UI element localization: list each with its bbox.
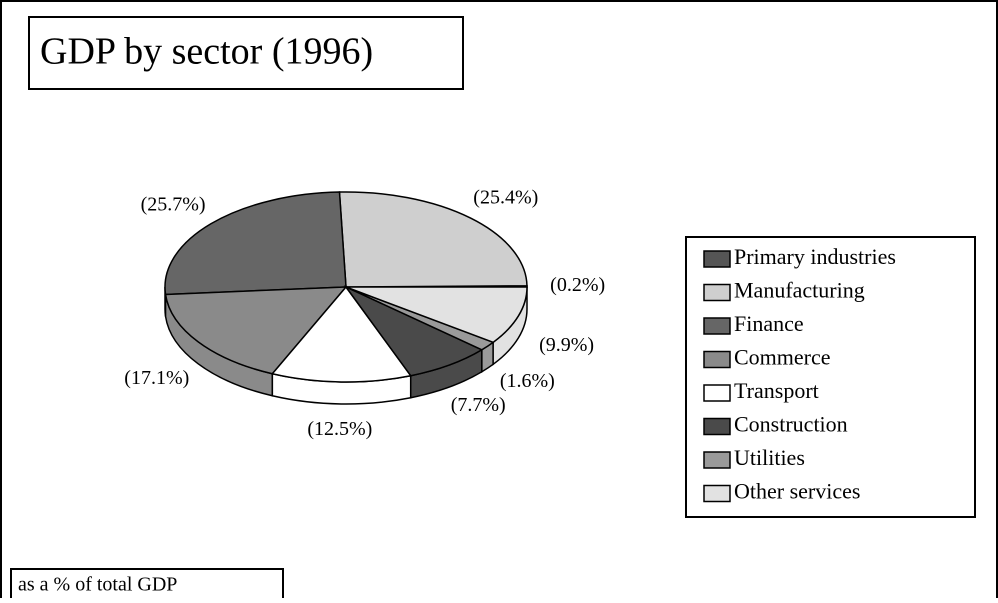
legend-swatch xyxy=(703,283,731,302)
legend-swatch xyxy=(703,384,731,402)
legend-label: Manufacturing xyxy=(734,278,865,303)
note: as a % of total GDP xyxy=(18,574,177,596)
title-box xyxy=(28,16,464,90)
legend-label: Transport xyxy=(734,378,819,403)
legend-swatch xyxy=(703,484,731,503)
data-label: (9.9%) xyxy=(539,334,594,356)
legend-swatch xyxy=(703,350,731,369)
pie-slice xyxy=(164,286,348,375)
legend-swatch xyxy=(703,451,731,469)
legend-box xyxy=(685,236,976,518)
data-label: (12.5%) xyxy=(307,418,372,440)
legend-label: Commerce xyxy=(734,345,831,370)
data-label: (25.7%) xyxy=(141,194,206,216)
pie-slice xyxy=(345,286,528,344)
legend-swatch xyxy=(703,250,731,268)
data-label: (17.1%) xyxy=(124,367,189,389)
data-label: (25.4%) xyxy=(473,187,538,209)
legend-swatch xyxy=(703,417,731,436)
pie-slice xyxy=(270,285,413,383)
legend-label: Other services xyxy=(734,479,860,504)
legend-swatch xyxy=(703,317,731,335)
legend-label: Primary industries xyxy=(734,244,896,269)
pie-slice xyxy=(338,191,528,288)
note-box xyxy=(10,568,284,603)
legend-label: Construction xyxy=(734,412,848,437)
data-label: (0.2%) xyxy=(550,274,605,296)
data-label: (1.6%) xyxy=(500,370,555,392)
data-label: (7.7%) xyxy=(451,394,506,416)
pie-slice xyxy=(164,191,347,296)
legend-label: Utilities xyxy=(734,445,805,470)
chart-title: GDP by sector (1996) xyxy=(40,31,373,73)
legend-label: Finance xyxy=(734,311,804,336)
